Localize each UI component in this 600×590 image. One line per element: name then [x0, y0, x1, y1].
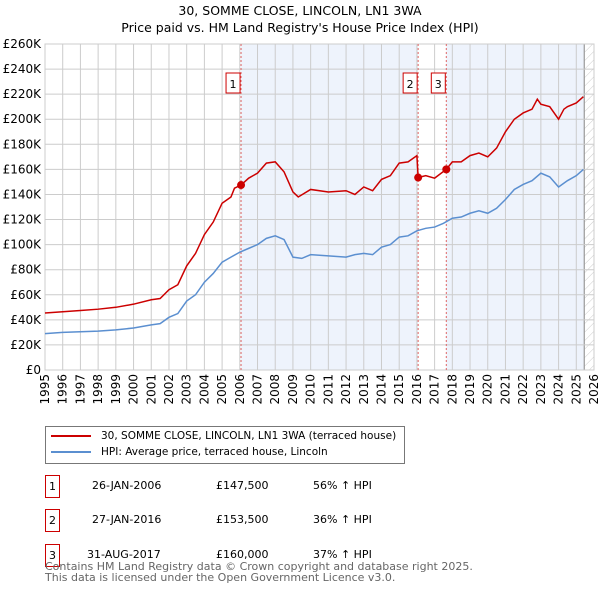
x-tick-label: 2007: [251, 374, 265, 405]
x-tick-label: 2000: [127, 374, 141, 405]
sale-price: £153,500: [216, 513, 269, 526]
sale-price: £160,000: [216, 548, 269, 561]
x-tick-label: 2010: [304, 374, 318, 405]
x-tick-label: 2011: [321, 374, 335, 405]
legend-label: 30, SOMME CLOSE, LINCOLN, LN1 3WA (terra…: [101, 430, 397, 442]
x-tick-label: 2013: [357, 374, 371, 405]
sale-label-box: [402, 72, 418, 94]
sale-point: [237, 181, 246, 190]
x-tick-label: 2020: [481, 374, 495, 405]
x-tick-label: 2016: [410, 374, 424, 405]
y-tick-label: £140K: [3, 187, 43, 201]
sale-label-box: [225, 72, 241, 94]
sale-price: £147,500: [216, 479, 269, 492]
footer-licence: This data is licensed under the Open Gov…: [45, 571, 396, 584]
y-tick-label: £180K: [3, 137, 43, 151]
x-tick-label: 2004: [197, 374, 211, 405]
x-tick-label: 2002: [162, 374, 176, 405]
plot-border: [44, 43, 595, 371]
x-tick-label: 1999: [109, 374, 123, 405]
legend-item-property: 30, SOMME CLOSE, LINCOLN, LN1 3WA (terra…: [51, 430, 396, 442]
hpi-line: [44, 168, 584, 335]
y-tick-label: £0: [26, 363, 41, 377]
sale-label: 3: [435, 78, 442, 91]
footer: Contains HM Land Registry data © Crown c…: [45, 561, 473, 583]
sale-row: 1 26-JAN-2006 £147,500 56% ↑ HPI: [45, 475, 445, 498]
x-tick-label: 1995: [38, 374, 52, 405]
x-tick-label: 2021: [498, 374, 512, 405]
sale-date: 31-AUG-2017: [87, 548, 161, 561]
y-tick-label: £160K: [3, 162, 43, 176]
sale-date: 26-JAN-2006: [92, 479, 162, 492]
x-tick-label: 2003: [180, 374, 194, 405]
price-chart: £0 £20K £40K £60K £80K £100K £120K £140K £160K £1…: [3, 37, 600, 405]
legend-swatch-red: [51, 435, 91, 437]
sale-hpi: 36% ↑ HPI: [313, 513, 372, 526]
legend-label: HPI: Average price, terraced house, Linc…: [101, 446, 328, 458]
x-tick-label: 2026: [587, 374, 600, 405]
sale-label: 1: [230, 78, 237, 91]
x-tick-label: 2001: [144, 374, 158, 405]
x-tick-label: 2018: [445, 374, 459, 405]
sale-date: 27-JAN-2016: [92, 513, 162, 526]
y-tick-label: £240K: [3, 62, 43, 76]
sale-label-box: [430, 72, 446, 94]
y-tick-label: £120K: [3, 213, 43, 227]
x-tick-label: 2024: [552, 374, 566, 405]
sale-label: 2: [407, 78, 414, 91]
x-tick-label: 2015: [392, 374, 406, 405]
x-tick-label: 1996: [56, 374, 70, 405]
x-tick-label: 2022: [516, 374, 530, 405]
chart-title: 30, SOMME CLOSE, LINCOLN, LN1 3WA: [178, 3, 422, 18]
y-tick-label: £100K: [3, 238, 43, 252]
sale-marker: 3: [45, 544, 60, 567]
legend-item-hpi: HPI: Average price, terraced house, Linc…: [51, 446, 328, 458]
y-tick-label: £40K: [10, 313, 42, 327]
sale-hpi: 56% ↑ HPI: [313, 479, 372, 492]
legend-swatch-blue: [51, 451, 91, 453]
forecast-hatch: [584, 44, 594, 370]
footer-copyright: Contains HM Land Registry data © Crown c…: [45, 560, 473, 573]
sale-marker: 1: [45, 475, 60, 498]
x-tick-label: 2017: [428, 374, 442, 405]
sale-point: [442, 165, 451, 174]
x-tick-label: 2008: [268, 374, 282, 405]
y-tick-label: £260K: [3, 37, 43, 51]
chart-subtitle: Price paid vs. HM Land Registry's House …: [121, 20, 479, 35]
shaded-period: [446, 44, 585, 370]
x-tick-label: 2023: [534, 374, 548, 405]
sale-row: 2 27-JAN-2016 £153,500 36% ↑ HPI: [45, 509, 445, 532]
x-tick-label: 2006: [233, 374, 247, 405]
sale-point: [414, 173, 423, 182]
shaded-period: [241, 44, 419, 370]
x-tick-label: 2005: [215, 374, 229, 405]
sale-marker: 2: [45, 509, 60, 532]
legend: 30, SOMME CLOSE, LINCOLN, LN1 3WA (terra…: [45, 426, 405, 464]
y-tick-label: £20K: [10, 338, 42, 352]
x-tick-label: 1997: [73, 374, 87, 405]
sale-hpi: 37% ↑ HPI: [313, 548, 372, 561]
y-tick-label: £60K: [10, 288, 42, 302]
x-tick-label: 2014: [374, 374, 388, 405]
y-tick-label: £220K: [3, 87, 43, 101]
x-tick-label: 2025: [569, 374, 583, 405]
sale-row: 3 31-AUG-2017 £160,000 37% ↑ HPI: [45, 544, 445, 567]
y-tick-label: £80K: [10, 263, 42, 277]
y-tick-label: £200K: [3, 112, 43, 126]
x-tick-label: 2019: [463, 374, 477, 405]
x-tick-label: 2012: [339, 374, 353, 405]
property-line: [44, 96, 584, 314]
x-tick-label: 2009: [286, 374, 300, 405]
x-tick-label: 1998: [91, 374, 105, 405]
